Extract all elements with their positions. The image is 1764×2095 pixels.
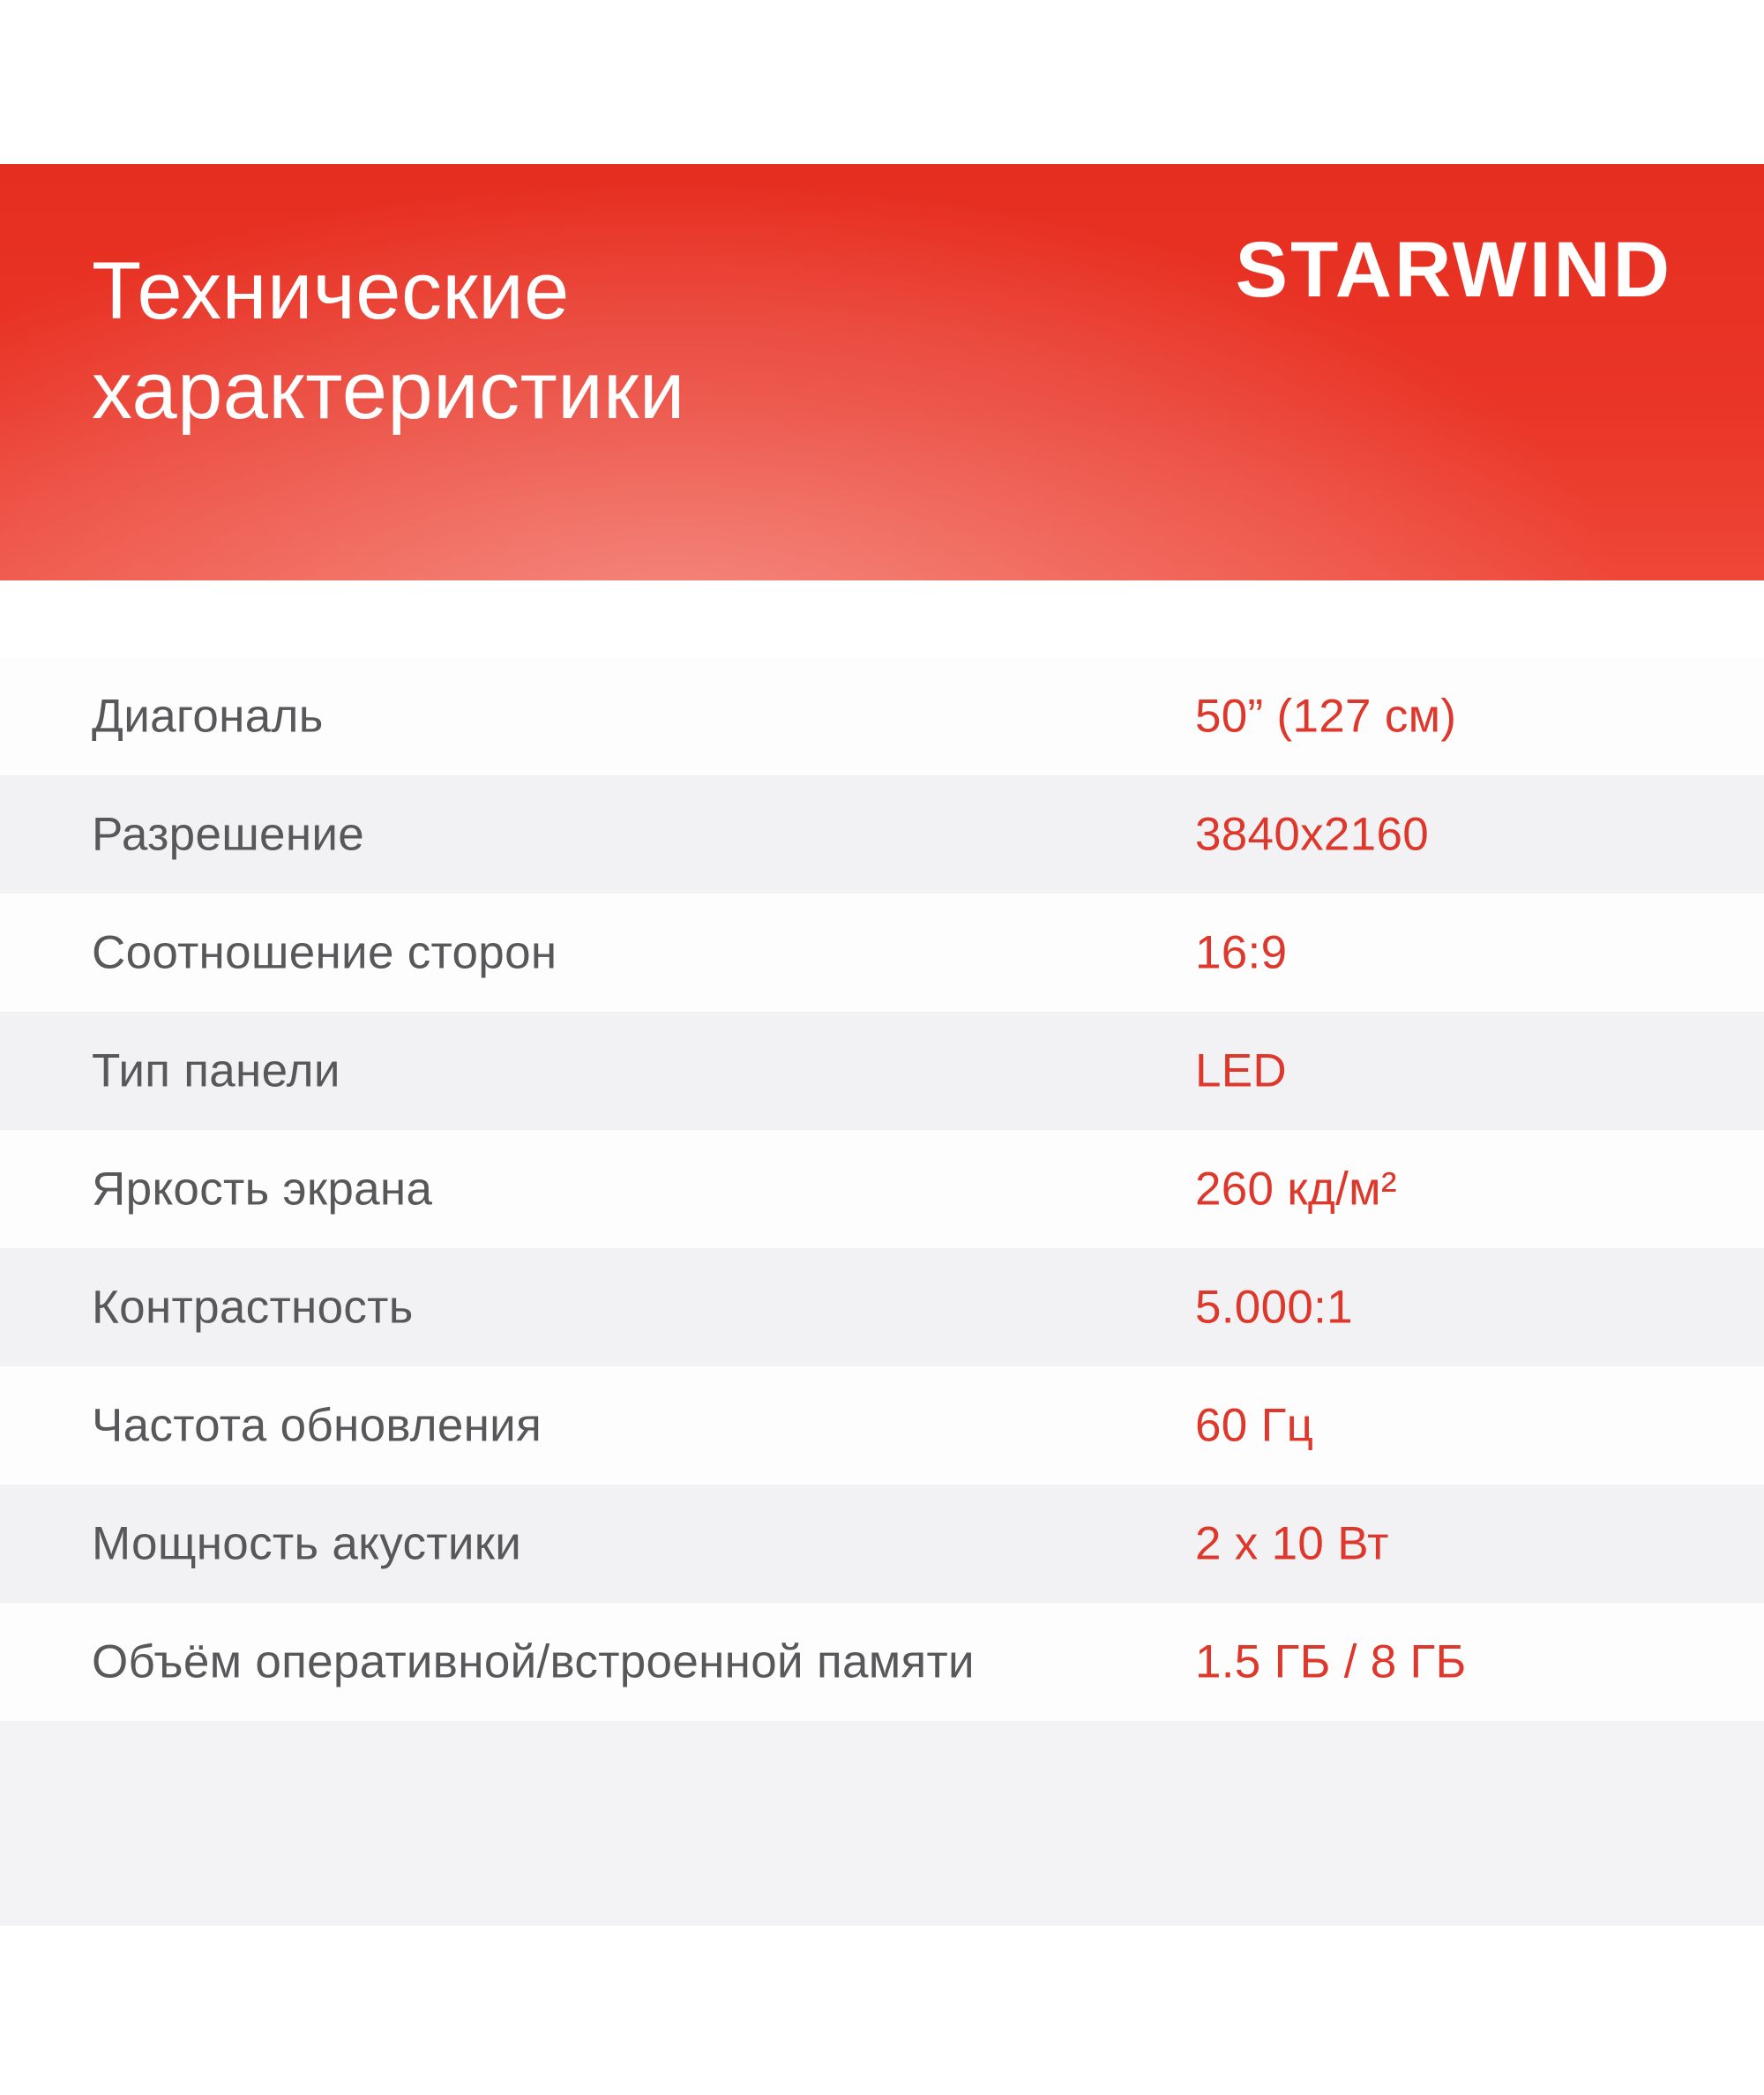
spec-row-contrast: Контрастность 5.000:1 <box>0 1248 1764 1366</box>
spec-label: Яркость экрана <box>92 1163 433 1216</box>
spec-label: Частота обновления <box>92 1399 542 1452</box>
footer-spacer <box>0 1721 1764 1926</box>
spec-label: Диагональ <box>92 690 324 743</box>
spec-value: 5.000:1 <box>1195 1281 1353 1334</box>
spec-label: Разрешение <box>92 808 365 861</box>
spec-value: 260 кд/м² <box>1195 1163 1397 1216</box>
spec-row-memory: Объём оперативной/встроенной памяти 1.5 … <box>0 1603 1764 1721</box>
page-title: Технические характеристики <box>92 246 685 436</box>
spec-label: Соотношение сторон <box>92 926 557 979</box>
spec-row-resolution: Разрешение 3840x2160 <box>0 775 1764 894</box>
spec-row-audio-power: Мощность акустики 2 x 10 Вт <box>0 1485 1764 1603</box>
spec-row-refresh-rate: Частота обновления 60 Гц <box>0 1366 1764 1485</box>
spec-value: 1.5 ГБ / 8 ГБ <box>1195 1635 1467 1688</box>
header-banner: Технические характеристики STARWIND <box>0 164 1764 580</box>
spec-value: 60 Гц <box>1195 1399 1314 1452</box>
spec-label: Тип панели <box>92 1044 340 1097</box>
spec-row-panel-type: Тип панели LED <box>0 1012 1764 1130</box>
spec-label: Мощность акустики <box>92 1517 522 1570</box>
spec-table: Диагональ 50” (127 см) Разрешение 3840x2… <box>0 657 1764 1721</box>
spec-value: 50” (127 см) <box>1195 690 1457 743</box>
spec-label: Контрастность <box>92 1281 414 1334</box>
spec-value: 16:9 <box>1195 926 1288 979</box>
spec-row-brightness: Яркость экрана 260 кд/м² <box>0 1130 1764 1248</box>
spec-label: Объём оперативной/встроенной памяти <box>92 1635 975 1688</box>
spec-value: LED <box>1195 1044 1288 1097</box>
spec-value: 2 x 10 Вт <box>1195 1517 1389 1570</box>
spec-row-diagonal: Диагональ 50” (127 см) <box>0 657 1764 775</box>
spec-value: 3840x2160 <box>1195 808 1430 861</box>
starwind-logo: STARWIND <box>1235 225 1672 313</box>
spec-row-aspect-ratio: Соотношение сторон 16:9 <box>0 894 1764 1012</box>
